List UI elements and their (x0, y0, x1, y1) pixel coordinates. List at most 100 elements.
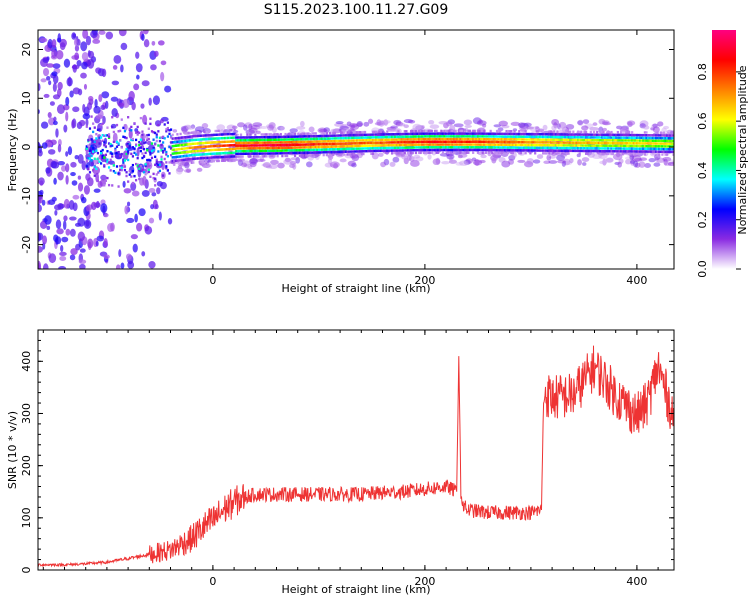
spectrogram-cell (499, 129, 502, 133)
spectrogram-cell (376, 149, 379, 153)
spectrogram-cell (330, 145, 333, 148)
spectrogram-cell (351, 150, 354, 153)
spectrogram-cell (69, 228, 76, 237)
spectrogram-cell (400, 143, 403, 147)
spectrogram-cell (653, 150, 656, 153)
spectrogram-cell (236, 136, 239, 139)
spectrogram-cell (427, 132, 430, 135)
spectrogram-cell (98, 128, 101, 131)
spectrogram-cell (306, 132, 309, 135)
spectrogram-cell (643, 150, 646, 153)
spectrogram-cell (599, 160, 608, 165)
spectrogram-cell (376, 146, 379, 150)
spectrogram-cell (559, 141, 562, 144)
spectrogram-cell (437, 143, 440, 146)
spectrogram-cell (42, 235, 48, 245)
spectrogram-cell (208, 137, 211, 141)
spectrogram-cell (633, 160, 639, 168)
spectrogram-cell (134, 153, 138, 156)
spectrogram-cell (457, 140, 460, 144)
spectrogram-cell (615, 139, 618, 142)
spectrogram-cell (615, 150, 618, 153)
spectrogram-cell (524, 149, 527, 152)
spectrogram-cell (522, 135, 526, 138)
spectrogram-cell (478, 137, 481, 141)
spectrogram-cell (49, 101, 55, 106)
spectrogram-cell (670, 150, 674, 154)
spectrogram-cell (491, 140, 494, 144)
spectrogram-cell (497, 138, 500, 141)
spectrogram-cell (120, 146, 123, 149)
spectrogram-cell (424, 137, 427, 141)
spectrogram-cell (368, 136, 371, 139)
spectrogram-cell (445, 132, 448, 135)
spectrogram-cell (515, 143, 518, 147)
spectrogram-cell (100, 174, 107, 181)
spectrogram-cell (349, 136, 352, 140)
spectrogram-cell (640, 133, 643, 137)
spectrogram-cell (290, 149, 294, 152)
spectrogram-cell (495, 143, 499, 146)
spectrogram-cell (570, 146, 573, 150)
spectrogram-cell (192, 150, 195, 153)
spectrogram-cell (305, 143, 308, 146)
spectrogram-cell (142, 147, 146, 151)
spectrogram-cell (279, 135, 282, 139)
spectrogram-cell (645, 147, 648, 151)
spectrogram-cell (607, 152, 610, 156)
spectrogram-cell (472, 140, 475, 144)
spectrogram-cell (351, 162, 357, 168)
spectrogram-cell (403, 141, 406, 144)
spectrogram-cell (580, 141, 583, 144)
spectrogram-cell (182, 151, 185, 154)
spectrogram-cell (492, 132, 495, 135)
spectrogram-cell (586, 138, 589, 142)
spectrogram-cell (386, 135, 389, 139)
spectrogram-cell (247, 141, 251, 145)
spectrogram-cell (139, 138, 142, 141)
spectrogram-cell (429, 140, 432, 144)
spectrogram-cell (52, 74, 59, 84)
spectrogram-cell (519, 143, 522, 147)
spectrogram-cell (96, 128, 100, 132)
spectrogram-cell (652, 126, 660, 133)
spectrogram-cell (255, 138, 259, 142)
spectrogram-cell (204, 149, 208, 152)
spectrogram-cell (451, 132, 454, 135)
spectrogram-cell (158, 211, 162, 221)
spectrogram-cell (313, 148, 316, 152)
spectrogram-cell (147, 158, 150, 162)
spectrogram-cell (642, 150, 645, 153)
spectrogram-cell (273, 133, 276, 136)
spectrogram-cell (584, 144, 588, 147)
spectrogram-cell (419, 132, 422, 135)
spectrogram-cell (370, 147, 373, 150)
spectrogram-cell (546, 135, 549, 139)
spectrogram-cell (626, 133, 629, 137)
spectrogram-cell (386, 144, 389, 147)
spectrogram-cell (201, 138, 204, 141)
spectrogram-cell (457, 146, 460, 149)
spectrogram-cell (263, 144, 266, 147)
spectrogram-cell (451, 135, 454, 138)
spectrogram-cell (441, 151, 445, 154)
spectrogram-cell (335, 148, 338, 151)
spectrogram-cell (91, 161, 95, 167)
spectrogram-cell (117, 102, 125, 107)
spectrogram-cell (152, 95, 160, 106)
spectrogram-cell (195, 131, 198, 134)
spectrogram-cell (154, 163, 157, 167)
spectrogram-cell (87, 156, 90, 160)
spectrogram-cell (333, 137, 336, 140)
spectrogram-cell (414, 146, 418, 149)
spectrogram-cell (491, 135, 494, 138)
spectrogram-cell (405, 135, 408, 138)
spectrogram-cell (522, 149, 526, 152)
spectrogram-cell (551, 149, 554, 152)
spectrogram-cell (98, 142, 101, 145)
spectrogram-cell (168, 172, 171, 175)
spectrogram-cell (193, 149, 197, 153)
spectrogram-cell (577, 133, 580, 136)
spectrogram-cell (516, 143, 519, 147)
spectrogram-cell (549, 133, 553, 136)
